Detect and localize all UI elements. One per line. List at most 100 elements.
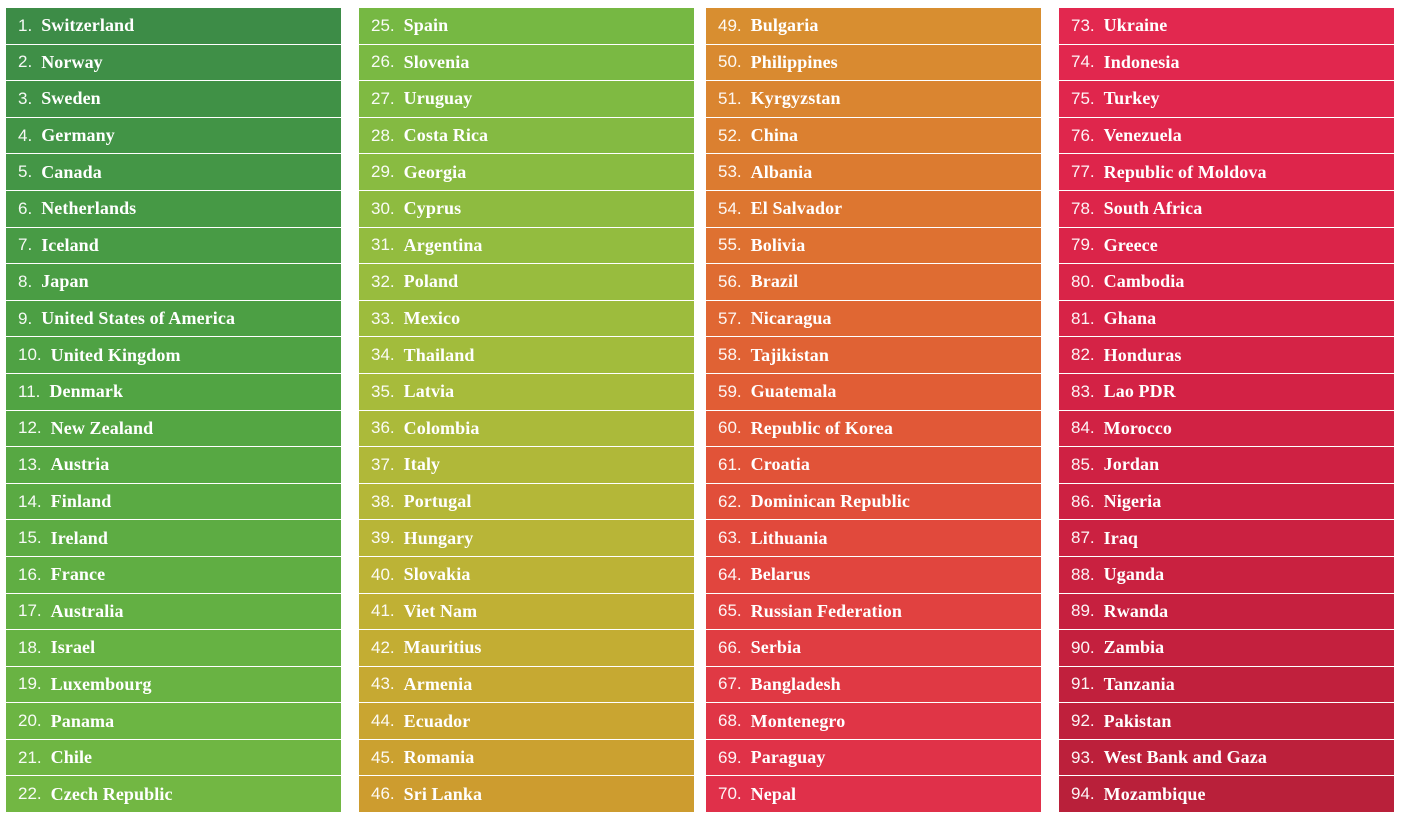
rank-number: 14. <box>18 491 42 511</box>
ranking-row: 85. Jordan <box>1059 447 1394 483</box>
ranking-row: 42. Mauritius <box>359 630 694 666</box>
country-name: Brazil <box>750 271 799 292</box>
rank-number: 90. <box>1071 637 1095 657</box>
rank-number: 83. <box>1071 381 1095 401</box>
ranking-row: 64. Belarus <box>706 556 1041 593</box>
ranking-row: 33. Mexico <box>359 300 694 337</box>
ranking-row: 5. Canada <box>6 154 341 190</box>
ranking-row: 61. Croatia <box>706 447 1041 483</box>
ranking-row: 82. Honduras <box>1059 337 1394 373</box>
ranking-row: 86. Nigeria <box>1059 483 1394 520</box>
rank-number: 1. <box>18 15 33 35</box>
rank-number: 62. <box>718 491 742 511</box>
ranking-row: 79. Greece <box>1059 227 1394 264</box>
rank-number: 43. <box>371 674 395 694</box>
rank-number: 32. <box>371 271 395 291</box>
ranking-row: 40. Slovakia <box>359 556 694 593</box>
ranking-row: 6. Netherlands <box>6 190 341 227</box>
ranking-row: 89. Rwanda <box>1059 593 1394 630</box>
rank-number: 29. <box>371 162 395 182</box>
rank-number: 56. <box>718 271 742 291</box>
country-name: Tajikistan <box>750 344 830 365</box>
ranking-row: 60. Republic of Korea <box>706 410 1041 447</box>
rank-number: 82. <box>1071 345 1095 365</box>
country-name: Croatia <box>750 454 810 475</box>
country-name: Albania <box>750 161 813 182</box>
country-name: Argentina <box>403 234 483 255</box>
country-name: Hungary <box>403 527 474 548</box>
rank-number: 68. <box>718 711 742 731</box>
ranking-row: 55. Bolivia <box>706 227 1041 264</box>
rank-number: 73. <box>1071 15 1095 35</box>
country-name: Lithuania <box>750 527 828 548</box>
rank-number: 69. <box>718 747 742 767</box>
rank-number: 34. <box>371 345 395 365</box>
country-name: Italy <box>403 454 441 475</box>
country-name: Pakistan <box>1103 710 1172 731</box>
rank-number: 11. <box>18 381 41 401</box>
ranking-row: 19. Luxembourg <box>6 666 341 703</box>
country-name: Guatemala <box>750 381 837 402</box>
ranking-row: 81. Ghana <box>1059 300 1394 337</box>
ranking-row: 59. Guatemala <box>706 373 1041 410</box>
rank-number: 18. <box>18 637 42 657</box>
rank-number: 49. <box>718 15 742 35</box>
rank-number: 94. <box>1071 784 1095 804</box>
ranking-column-4: 73. Ukraine 74. Indonesia 75. Turkey 76. Venezu… <box>1059 8 1394 813</box>
ranking-row: 4. Germany <box>6 117 341 154</box>
country-name: Canada <box>41 161 102 182</box>
country-name: Czech Republic <box>50 783 173 804</box>
rank-number: 91. <box>1071 674 1095 694</box>
rank-number: 40. <box>371 564 395 584</box>
ranking-row: 26. Slovenia <box>359 44 694 81</box>
country-name: Germany <box>41 125 115 146</box>
rank-number: 28. <box>371 125 395 145</box>
ranking-row: 75. Turkey <box>1059 81 1394 117</box>
rank-number: 50. <box>718 52 742 72</box>
country-name: Dominican Republic <box>750 491 910 512</box>
rank-number: 19. <box>18 674 42 694</box>
country-name: Uruguay <box>403 88 473 109</box>
country-name: Ireland <box>50 527 109 548</box>
ranking-row: 74. Indonesia <box>1059 44 1394 81</box>
ranking-row: 77. Republic of Moldova <box>1059 154 1394 190</box>
country-name: Austria <box>50 454 110 475</box>
ranking-row: 10. United Kingdom <box>6 337 341 373</box>
rank-number: 53. <box>718 162 742 182</box>
rank-number: 77. <box>1071 162 1095 182</box>
country-name: Indonesia <box>1103 51 1180 72</box>
rank-number: 21. <box>18 747 42 767</box>
country-name: Slovenia <box>403 51 470 72</box>
country-name: Chile <box>50 747 93 768</box>
ranking-row: 45. Romania <box>359 739 694 776</box>
country-name: Tanzania <box>1103 673 1175 694</box>
rank-number: 89. <box>1071 601 1095 621</box>
ranking-row: 22. Czech Republic <box>6 776 341 813</box>
country-name: Iceland <box>41 234 99 255</box>
rank-number: 6. <box>18 198 33 218</box>
ranking-column-2: 25. Spain 26. Slovenia 27. Uruguay 28. Costa Ri… <box>359 8 694 813</box>
ranking-row: 32. Poland <box>359 264 694 300</box>
ranking-row: 76. Venezuela <box>1059 117 1394 154</box>
country-name: Switzerland <box>41 15 135 36</box>
ranking-row: 94. Mozambique <box>1059 776 1394 813</box>
rank-number: 41. <box>371 601 395 621</box>
rank-number: 55. <box>718 235 742 255</box>
ranking-row: 87. Iraq <box>1059 520 1394 556</box>
rank-number: 58. <box>718 345 742 365</box>
country-name: Morocco <box>1103 417 1172 438</box>
country-name: Mauritius <box>403 637 482 658</box>
ranking-row: 11. Denmark <box>6 373 341 410</box>
country-name: United Kingdom <box>50 344 181 365</box>
rank-number: 46. <box>371 784 395 804</box>
ranking-row: 2. Norway <box>6 44 341 81</box>
rank-number: 52. <box>718 125 742 145</box>
ranking-row: 27. Uruguay <box>359 81 694 117</box>
rank-number: 93. <box>1071 747 1095 767</box>
rank-number: 2. <box>18 52 33 72</box>
country-name: Japan <box>41 271 89 292</box>
ranking-row: 58. Tajikistan <box>706 337 1041 373</box>
country-name: Kyrgyzstan <box>750 88 841 109</box>
ranking-row: 66. Serbia <box>706 630 1041 666</box>
rank-number: 7. <box>18 235 33 255</box>
